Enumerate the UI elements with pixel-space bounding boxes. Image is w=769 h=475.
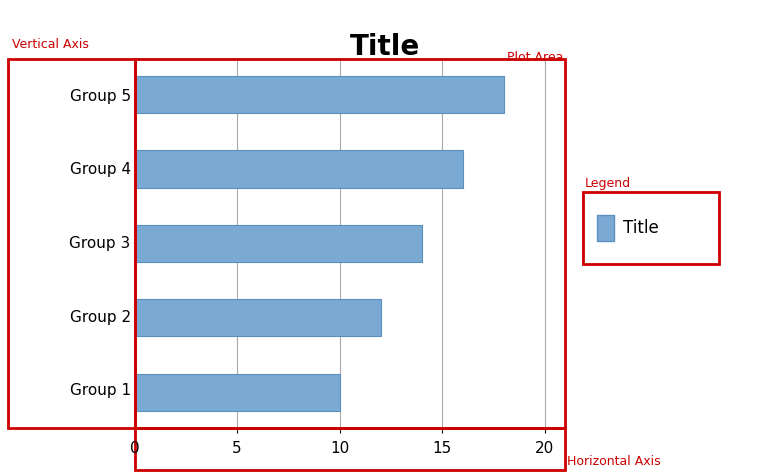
Text: Title: Title (349, 33, 420, 61)
Bar (135, 151, 463, 188)
Text: Horizontal Axis: Horizontal Axis (567, 455, 661, 468)
Bar (135, 225, 421, 262)
Text: 5: 5 (232, 441, 242, 456)
Text: Vertical Axis: Vertical Axis (12, 38, 88, 51)
Text: Group 2: Group 2 (70, 310, 131, 324)
Text: Plot Area: Plot Area (508, 51, 564, 64)
Text: Group 5: Group 5 (70, 89, 131, 104)
Text: 20: 20 (535, 441, 554, 456)
Text: Group 3: Group 3 (69, 236, 131, 251)
Bar (135, 299, 381, 336)
Text: 15: 15 (432, 441, 452, 456)
Text: Group 1: Group 1 (70, 383, 131, 398)
Text: 0: 0 (130, 441, 139, 456)
Text: Legend: Legend (584, 177, 631, 190)
Text: Title: Title (623, 219, 658, 237)
Text: 10: 10 (330, 441, 349, 456)
Bar (135, 373, 340, 411)
Text: Group 4: Group 4 (70, 162, 131, 177)
Bar (135, 76, 504, 114)
